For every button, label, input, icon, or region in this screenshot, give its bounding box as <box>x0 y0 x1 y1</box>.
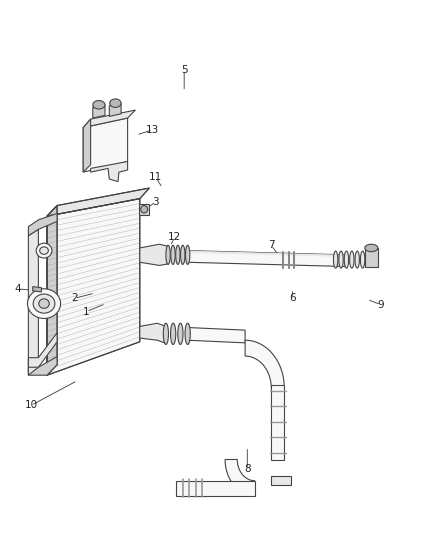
Polygon shape <box>33 287 42 292</box>
Polygon shape <box>83 110 135 127</box>
Polygon shape <box>140 323 166 343</box>
Polygon shape <box>83 119 91 172</box>
Text: 7: 7 <box>268 240 275 251</box>
Ellipse shape <box>355 251 360 268</box>
Polygon shape <box>177 481 254 496</box>
Ellipse shape <box>178 323 183 344</box>
Ellipse shape <box>39 299 49 309</box>
Polygon shape <box>187 251 345 257</box>
Text: 6: 6 <box>290 293 296 303</box>
Ellipse shape <box>163 323 169 344</box>
Ellipse shape <box>185 323 190 344</box>
Polygon shape <box>28 357 57 375</box>
Ellipse shape <box>93 101 105 109</box>
Text: 1: 1 <box>83 306 89 317</box>
Text: 8: 8 <box>244 464 251 474</box>
Ellipse shape <box>344 251 349 268</box>
Polygon shape <box>47 206 57 375</box>
Polygon shape <box>365 248 378 267</box>
Ellipse shape <box>360 251 365 268</box>
Bar <box>271 476 291 486</box>
Ellipse shape <box>28 289 60 318</box>
Text: 4: 4 <box>14 284 21 294</box>
Text: 2: 2 <box>71 293 78 303</box>
Polygon shape <box>91 161 127 182</box>
Polygon shape <box>271 385 284 459</box>
Polygon shape <box>47 199 140 375</box>
Ellipse shape <box>180 245 185 264</box>
Ellipse shape <box>365 244 378 252</box>
Ellipse shape <box>141 206 148 213</box>
Ellipse shape <box>339 251 343 268</box>
Polygon shape <box>83 118 127 172</box>
Ellipse shape <box>36 243 52 258</box>
Text: 9: 9 <box>378 300 384 310</box>
Ellipse shape <box>110 99 121 108</box>
Polygon shape <box>28 333 57 367</box>
Text: 13: 13 <box>146 125 159 135</box>
Text: 10: 10 <box>25 400 38 410</box>
Text: 5: 5 <box>181 66 187 75</box>
Text: 3: 3 <box>152 197 159 207</box>
Ellipse shape <box>350 251 354 268</box>
Polygon shape <box>93 105 105 118</box>
Polygon shape <box>28 229 39 375</box>
Polygon shape <box>110 103 121 116</box>
Polygon shape <box>139 204 149 215</box>
Polygon shape <box>187 327 245 343</box>
Polygon shape <box>245 340 284 388</box>
Ellipse shape <box>40 247 48 254</box>
Polygon shape <box>47 188 149 216</box>
Ellipse shape <box>333 251 338 268</box>
Ellipse shape <box>171 245 175 264</box>
Ellipse shape <box>176 245 180 264</box>
Text: 11: 11 <box>149 172 162 182</box>
Ellipse shape <box>166 245 170 264</box>
Ellipse shape <box>33 294 55 313</box>
Polygon shape <box>187 251 345 266</box>
Text: 12: 12 <box>168 232 181 243</box>
Polygon shape <box>28 214 57 236</box>
Ellipse shape <box>170 323 176 344</box>
Polygon shape <box>140 244 168 265</box>
Polygon shape <box>225 459 254 496</box>
Ellipse shape <box>185 245 190 264</box>
